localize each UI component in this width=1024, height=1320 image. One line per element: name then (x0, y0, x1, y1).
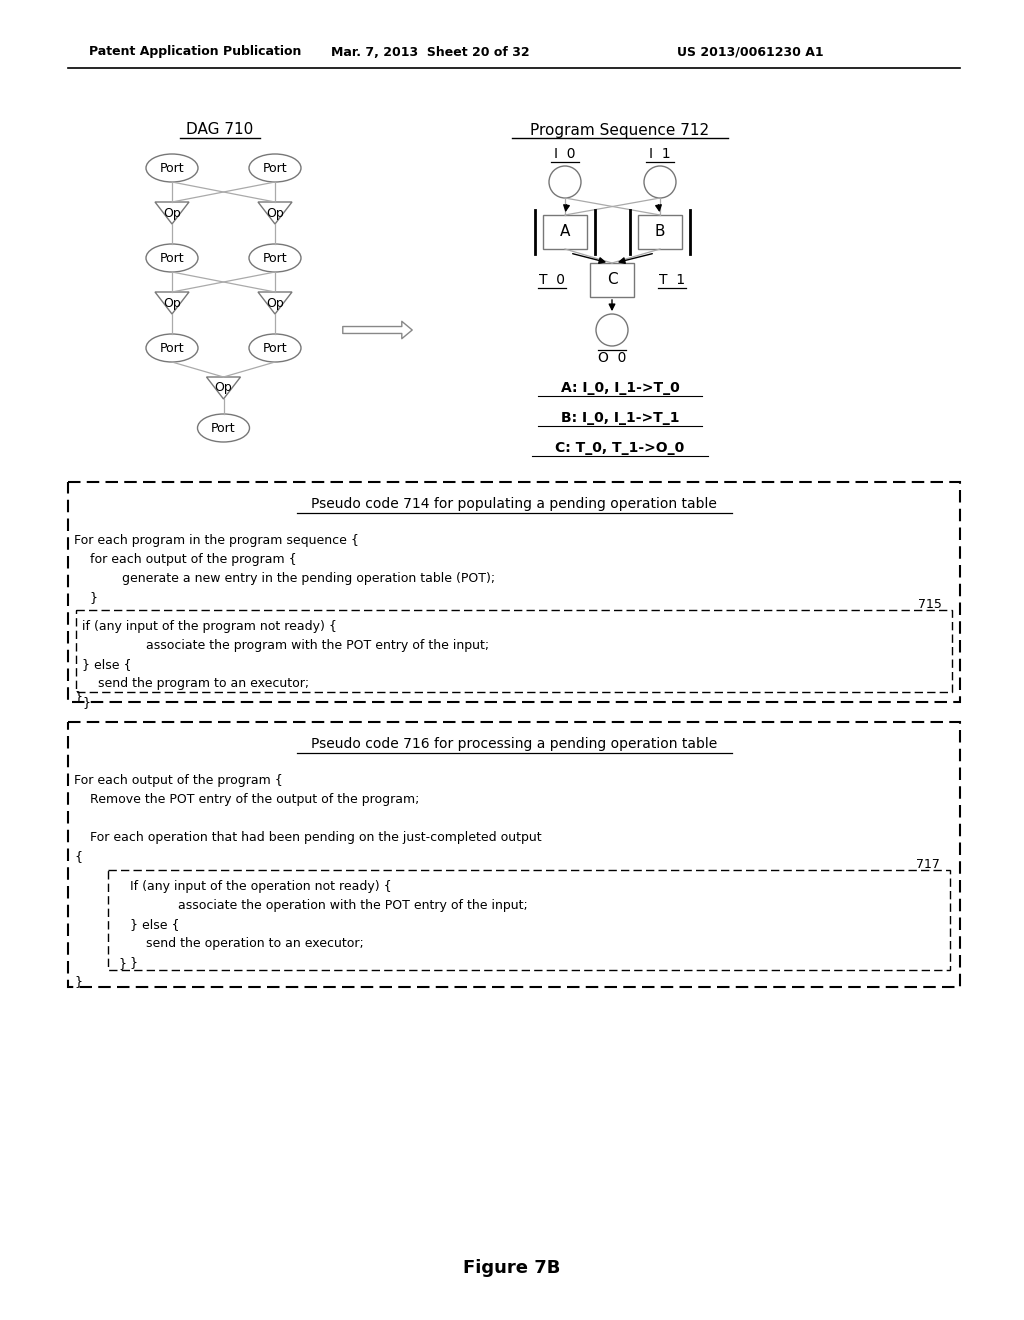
Text: US 2013/0061230 A1: US 2013/0061230 A1 (677, 45, 823, 58)
Text: Op: Op (215, 381, 232, 395)
Text: Op: Op (163, 297, 181, 309)
Text: Pseudo code 714 for populating a pending operation table: Pseudo code 714 for populating a pending… (311, 498, 717, 511)
Text: }: } (74, 591, 98, 605)
Text: send the operation to an executor;: send the operation to an executor; (114, 937, 364, 950)
Text: Op: Op (163, 206, 181, 219)
Text: Port: Port (160, 161, 184, 174)
Text: for each output of the program {: for each output of the program { (74, 553, 297, 566)
Text: For each program in the program sequence {: For each program in the program sequence… (74, 535, 358, 546)
Text: B: B (654, 224, 666, 239)
Text: Mar. 7, 2013  Sheet 20 of 32: Mar. 7, 2013 Sheet 20 of 32 (331, 45, 529, 58)
Text: I  0: I 0 (554, 147, 575, 161)
Text: A: I_0, I_1->T_0: A: I_0, I_1->T_0 (560, 381, 679, 395)
Text: C: T_0, T_1->O_0: C: T_0, T_1->O_0 (555, 441, 685, 455)
Text: For each operation that had been pending on the just-completed output: For each operation that had been pending… (74, 832, 542, 843)
Text: Port: Port (211, 421, 236, 434)
Text: associate the operation with the POT entry of the input;: associate the operation with the POT ent… (114, 899, 527, 912)
Text: B: I_0, I_1->T_1: B: I_0, I_1->T_1 (561, 411, 679, 425)
Text: send the program to an executor;: send the program to an executor; (82, 677, 309, 690)
Text: }: } (74, 975, 82, 987)
Text: If (any input of the operation not ready) {: If (any input of the operation not ready… (114, 880, 391, 894)
Text: Figure 7B: Figure 7B (463, 1259, 561, 1276)
Text: if (any input of the program not ready) {: if (any input of the program not ready) … (82, 620, 337, 634)
Text: }: } (82, 696, 90, 709)
Text: }: } (74, 690, 82, 704)
Text: T  0: T 0 (539, 273, 565, 286)
Text: C: C (606, 272, 617, 288)
Text: 715: 715 (919, 598, 942, 611)
Text: {: { (74, 850, 82, 863)
Text: Patent Application Publication: Patent Application Publication (89, 45, 301, 58)
Text: Port: Port (160, 342, 184, 355)
Text: T  1: T 1 (658, 273, 685, 286)
Text: Op: Op (266, 206, 284, 219)
Text: I  1: I 1 (649, 147, 671, 161)
Text: For each output of the program {: For each output of the program { (74, 774, 283, 787)
Text: associate the program with the POT entry of the input;: associate the program with the POT entry… (82, 639, 489, 652)
Text: Port: Port (263, 161, 288, 174)
Text: }: } (114, 956, 138, 969)
Text: Program Sequence 712: Program Sequence 712 (530, 123, 710, 137)
Text: Remove the POT entry of the output of the program;: Remove the POT entry of the output of th… (74, 793, 420, 807)
Text: }: } (103, 957, 127, 970)
Text: Port: Port (160, 252, 184, 264)
Text: } else {: } else { (82, 657, 131, 671)
Text: generate a new entry in the pending operation table (POT);: generate a new entry in the pending oper… (74, 572, 496, 585)
Text: O  0: O 0 (598, 351, 627, 366)
Text: Port: Port (263, 342, 288, 355)
Text: 717: 717 (916, 858, 940, 871)
Text: Op: Op (266, 297, 284, 309)
Text: } else {: } else { (114, 917, 179, 931)
Text: A: A (560, 224, 570, 239)
Text: DAG 710: DAG 710 (186, 123, 254, 137)
Text: Port: Port (263, 252, 288, 264)
Text: Pseudo code 716 for processing a pending operation table: Pseudo code 716 for processing a pending… (311, 737, 717, 751)
